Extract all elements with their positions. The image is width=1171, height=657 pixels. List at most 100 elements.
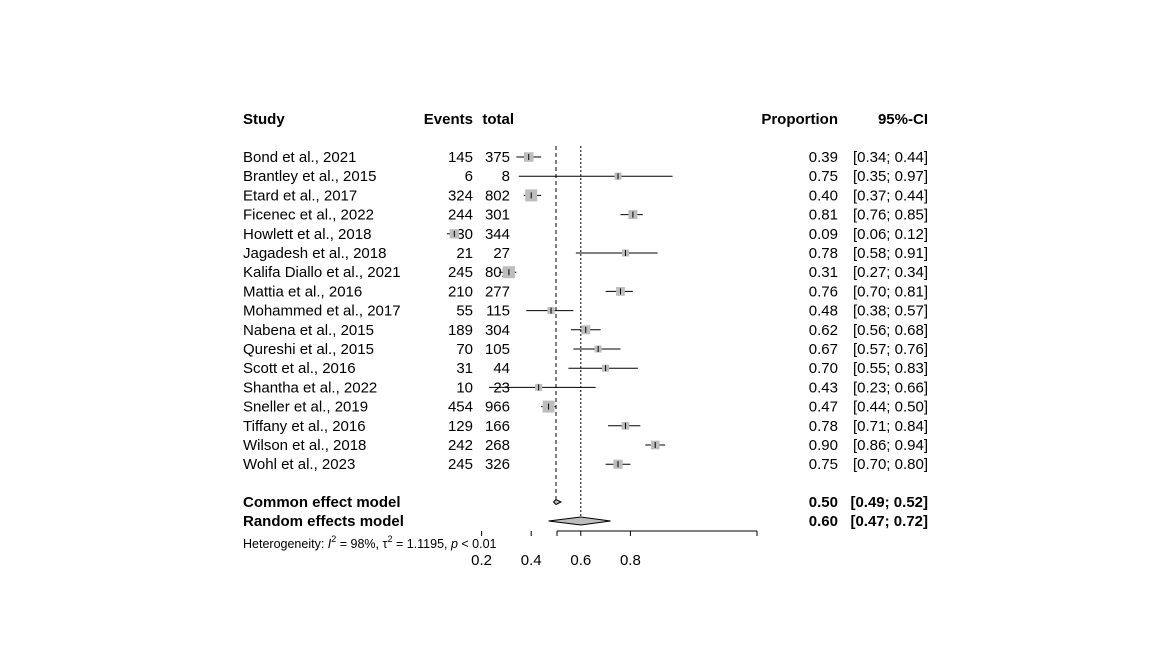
study-label: Sneller et al., 2019 bbox=[243, 399, 368, 416]
header-total: total bbox=[482, 111, 514, 128]
header-events: Events bbox=[424, 111, 473, 128]
proportion-value: 0.40 bbox=[809, 187, 838, 204]
model-ci: [0.47; 0.72] bbox=[850, 513, 928, 530]
total-value: 268 bbox=[485, 437, 510, 454]
ci-value: [0.27; 0.34] bbox=[853, 264, 928, 281]
proportion-value: 0.09 bbox=[809, 226, 838, 243]
proportion-value: 0.78 bbox=[809, 418, 838, 435]
ci-value: [0.55; 0.83] bbox=[853, 360, 928, 377]
study-rows: Bond et al., 2021 145 375 0.39 [0.34; 0.44] B… bbox=[243, 149, 928, 530]
events-value: 189 bbox=[448, 322, 473, 339]
proportion-value: 0.62 bbox=[809, 322, 838, 339]
events-value: 70 bbox=[456, 341, 473, 358]
study-label: Etard et al., 2017 bbox=[243, 187, 357, 204]
ci-value: [0.76; 0.85] bbox=[853, 207, 928, 224]
study-label: Qureshi et al., 2015 bbox=[243, 341, 374, 358]
proportion-value: 0.67 bbox=[809, 341, 838, 358]
events-value: 6 bbox=[465, 168, 473, 185]
events-value: 244 bbox=[448, 207, 473, 224]
ci-value: [0.71; 0.84] bbox=[853, 418, 928, 435]
study-label: Ficenec et al., 2022 bbox=[243, 207, 374, 224]
events-value: 210 bbox=[448, 283, 473, 300]
header-study: Study bbox=[243, 111, 285, 128]
i2-symbol: I bbox=[328, 537, 332, 551]
proportion-value: 0.48 bbox=[809, 303, 838, 320]
proportion-value: 0.47 bbox=[809, 399, 838, 416]
proportion-value: 0.81 bbox=[809, 207, 838, 224]
study-label: Wohl et al., 2023 bbox=[243, 456, 355, 473]
proportion-value: 0.90 bbox=[809, 437, 838, 454]
events-value: 10 bbox=[456, 379, 473, 396]
events-value: 21 bbox=[456, 245, 473, 262]
total-value: 44 bbox=[493, 360, 510, 377]
ci-value: [0.38; 0.57] bbox=[853, 303, 928, 320]
total-value: 27 bbox=[493, 245, 510, 262]
events-value: 454 bbox=[448, 399, 473, 416]
ci-value: [0.86; 0.94] bbox=[853, 437, 928, 454]
x-tick-label: 0.4 bbox=[521, 552, 542, 569]
total-value: 802 bbox=[485, 187, 510, 204]
events-value: 245 bbox=[448, 456, 473, 473]
model-proportion: 0.60 bbox=[809, 513, 838, 530]
study-label: Kalifa Diallo et al., 2021 bbox=[243, 264, 401, 281]
study-label: Scott et al., 2016 bbox=[243, 360, 356, 377]
heterogeneity-prefix: Heterogeneity: bbox=[243, 537, 328, 551]
total-value: 277 bbox=[485, 283, 510, 300]
total-value: 8 bbox=[502, 168, 510, 185]
study-label: Howlett et al., 2018 bbox=[243, 226, 371, 243]
p-value: < 0.01 bbox=[458, 537, 497, 551]
events-value: 245 bbox=[448, 264, 473, 281]
ci-value: [0.23; 0.66] bbox=[853, 379, 928, 396]
proportion-value: 0.39 bbox=[809, 149, 838, 166]
total-value: 344 bbox=[485, 226, 510, 243]
tau-value: = 1.1195, bbox=[392, 537, 451, 551]
heterogeneity-text: Heterogeneity: I2 = 98%, τ2 = 1.1195, p … bbox=[243, 534, 497, 551]
ci-value: [0.70; 0.80] bbox=[853, 456, 928, 473]
total-value: 105 bbox=[485, 341, 510, 358]
proportion-value: 0.43 bbox=[809, 379, 838, 396]
ci-value: [0.06; 0.12] bbox=[853, 226, 928, 243]
events-value: 30 bbox=[456, 226, 473, 243]
ci-value: [0.58; 0.91] bbox=[853, 245, 928, 262]
study-label: Shantha et al., 2022 bbox=[243, 379, 377, 396]
proportion-value: 0.78 bbox=[809, 245, 838, 262]
proportion-value: 0.75 bbox=[809, 456, 838, 473]
study-label: Mattia et al., 2016 bbox=[243, 283, 362, 300]
ci-value: [0.44; 0.50] bbox=[853, 399, 928, 416]
study-label: Tiffany et al., 2016 bbox=[243, 418, 366, 435]
events-value: 242 bbox=[448, 437, 473, 454]
model-proportion: 0.50 bbox=[809, 494, 838, 511]
ci-value: [0.57; 0.76] bbox=[853, 341, 928, 358]
ci-value: [0.70; 0.81] bbox=[853, 283, 928, 300]
ci-value: [0.34; 0.44] bbox=[853, 149, 928, 166]
events-value: 129 bbox=[448, 418, 473, 435]
i2-value: = 98%, bbox=[336, 537, 382, 551]
ci-value: [0.56; 0.68] bbox=[853, 322, 928, 339]
model-label: Common effect model bbox=[243, 494, 401, 511]
header-ci: 95%-CI bbox=[878, 111, 928, 128]
ci-value: [0.35; 0.97] bbox=[853, 168, 928, 185]
tau-superscript: 2 bbox=[387, 534, 392, 544]
total-value: 166 bbox=[485, 418, 510, 435]
study-label: Jagadesh et al., 2018 bbox=[243, 245, 386, 262]
proportion-value: 0.70 bbox=[809, 360, 838, 377]
proportion-value: 0.31 bbox=[809, 264, 838, 281]
proportion-value: 0.75 bbox=[809, 168, 838, 185]
total-value: 115 bbox=[486, 303, 510, 320]
model-label: Random effects model bbox=[243, 513, 404, 530]
study-label: Nabena et al., 2015 bbox=[243, 322, 374, 339]
events-value: 145 bbox=[448, 149, 473, 166]
p-symbol: p bbox=[450, 537, 458, 551]
summary-diamond bbox=[548, 516, 611, 526]
ci-value: [0.37; 0.44] bbox=[853, 187, 928, 204]
header-proportion: Proportion bbox=[761, 111, 838, 128]
total-value: 326 bbox=[485, 456, 510, 473]
total-value: 375 bbox=[485, 149, 510, 166]
x-tick-label: 0.8 bbox=[620, 552, 641, 569]
x-tick-label: 0.6 bbox=[570, 552, 591, 569]
total-value: 966 bbox=[485, 399, 510, 416]
i2-superscript: 2 bbox=[331, 534, 336, 544]
tau-symbol: τ bbox=[383, 537, 388, 551]
events-value: 324 bbox=[448, 187, 473, 204]
